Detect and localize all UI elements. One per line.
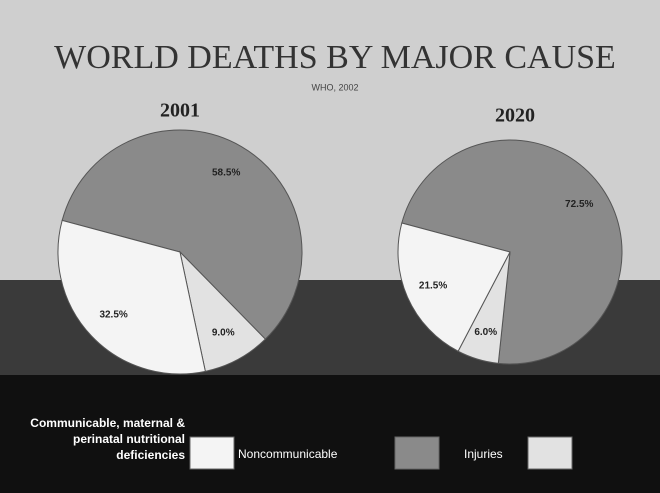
value-label: 72.5% bbox=[565, 199, 593, 210]
legend-label: Communicable, maternal & perinatal nutri… bbox=[30, 416, 185, 462]
pie-title: 2020 bbox=[495, 105, 535, 127]
legend-swatch bbox=[527, 436, 573, 470]
pie-title: 2001 bbox=[160, 100, 200, 122]
legend-swatch bbox=[394, 436, 440, 470]
pie-slice bbox=[401, 139, 623, 365]
legend-swatch bbox=[189, 436, 235, 470]
pie-slice bbox=[397, 222, 511, 352]
value-label: 32.5% bbox=[99, 310, 127, 321]
legend-label: Noncommunicable bbox=[238, 447, 338, 461]
subtitle: WHO, 2002 bbox=[311, 82, 358, 92]
pie-slice bbox=[61, 129, 303, 340]
value-label: 58.5% bbox=[212, 168, 240, 179]
value-label: 21.5% bbox=[419, 280, 447, 291]
value-label: 6.0% bbox=[474, 327, 497, 338]
value-label: 9.0% bbox=[212, 327, 235, 338]
legend-band bbox=[0, 375, 660, 493]
legend-label: Injuries bbox=[464, 447, 503, 461]
pie-slice bbox=[57, 219, 206, 375]
chart-title: WORLD DEATHS BY MAJOR CAUSE bbox=[54, 39, 616, 76]
